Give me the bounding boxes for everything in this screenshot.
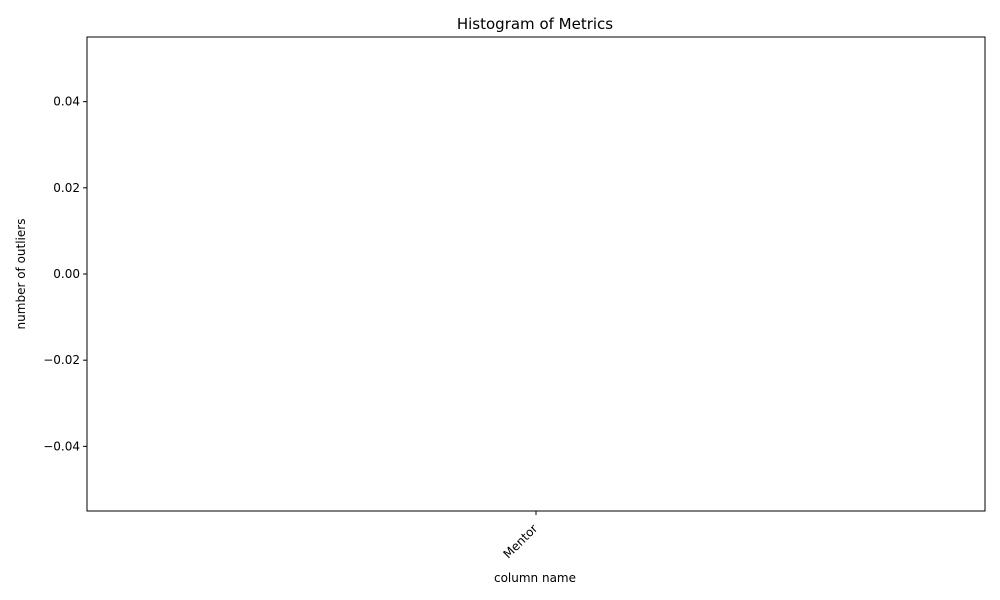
y-tick-label: −0.02 bbox=[43, 353, 80, 367]
y-axis-label: number of outliers bbox=[14, 219, 28, 330]
chart-title: Histogram of Metrics bbox=[457, 15, 613, 33]
x-axis-label: column name bbox=[494, 571, 576, 585]
y-tick-label: 0.02 bbox=[53, 181, 80, 195]
y-tick-label: 0.00 bbox=[53, 267, 80, 281]
y-tick-label: −0.04 bbox=[43, 439, 80, 453]
y-tick-label: 0.04 bbox=[53, 95, 80, 109]
y-axis: −0.04 −0.02 0.00 0.02 0.04 bbox=[43, 95, 87, 453]
